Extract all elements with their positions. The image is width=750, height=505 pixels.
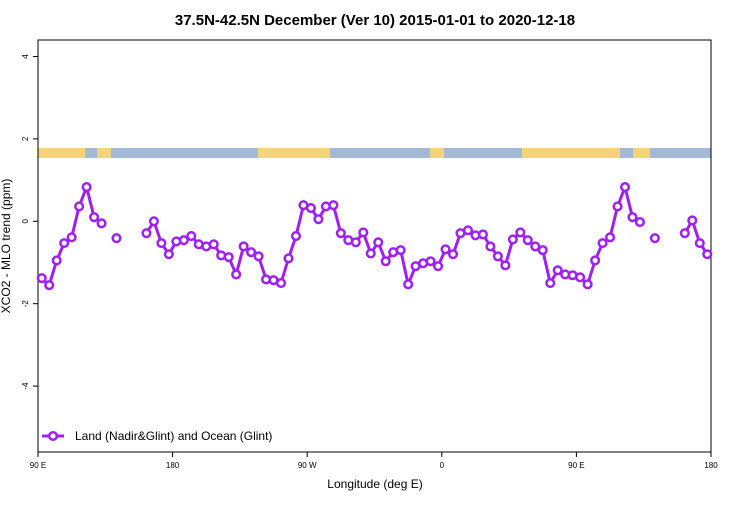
data-point: [507, 234, 518, 245]
x-tick-label: 90 E: [30, 461, 46, 470]
data-point: [590, 255, 601, 266]
data-point: [365, 248, 376, 259]
data-point: [515, 227, 526, 238]
x-tick-label: 180: [166, 461, 180, 470]
data-point: [59, 238, 70, 249]
data-point: [582, 279, 593, 290]
data-point: [89, 212, 100, 223]
data-point: [66, 232, 77, 243]
data-point: [545, 278, 556, 289]
data-point: [477, 229, 488, 240]
data-point: [111, 233, 122, 244]
data-point: [373, 237, 384, 248]
x-tick-label: 180: [704, 461, 718, 470]
data-point: [627, 212, 638, 223]
y-tick-label: 2: [21, 136, 30, 141]
data-point: [440, 244, 451, 255]
data-point: [283, 253, 294, 264]
legend-marker: [47, 430, 59, 442]
y-tick-label: -4: [21, 382, 30, 390]
land-ocean-strip: [38, 148, 711, 158]
data-point: [537, 245, 548, 256]
data-point: [74, 201, 85, 212]
data-point: [462, 225, 474, 236]
data-point: [433, 261, 444, 272]
data-point: [447, 249, 459, 260]
data-point: [679, 228, 690, 239]
chart-title: 37.5N-42.5N December (Ver 10) 2015-01-01…: [175, 12, 575, 29]
x-tick-label: 0: [440, 461, 445, 470]
data-point: [358, 227, 369, 238]
data-point: [702, 249, 713, 260]
data-point: [612, 201, 623, 212]
data-point: [492, 251, 503, 262]
y-tick-label: 0: [21, 219, 30, 224]
data-point: [275, 278, 287, 289]
data-point: [597, 238, 608, 249]
data-point: [313, 214, 324, 225]
data-point: [649, 233, 660, 244]
data-point: [380, 256, 391, 267]
data-point: [246, 247, 257, 258]
data-point: [552, 265, 563, 276]
x-tick-label: 90 W: [298, 461, 317, 470]
data-point: [156, 238, 167, 249]
data-point: [163, 249, 174, 260]
data-point: [522, 235, 533, 246]
x-tick-label: 90 E: [568, 461, 584, 470]
data-point: [238, 241, 249, 252]
data-point: [208, 239, 219, 250]
data-point: [178, 235, 189, 246]
data-point: [425, 256, 436, 267]
data-point: [305, 203, 316, 214]
data-point: [81, 182, 92, 193]
data-point: [500, 260, 511, 271]
data-point: [687, 215, 698, 226]
data-point: [694, 238, 705, 249]
data-point: [530, 241, 541, 252]
data-point: [634, 217, 646, 228]
data-point: [290, 231, 302, 242]
data-point: [575, 272, 586, 283]
data-point: [51, 255, 62, 266]
data-point: [96, 218, 107, 229]
data-point: [395, 245, 406, 256]
y-axis-label: XCO2 - MLO trend (ppm): [0, 179, 13, 314]
x-axis-label: Longitude (deg E): [327, 477, 422, 491]
data-point: [148, 216, 159, 227]
data-point: [141, 228, 152, 239]
data-point: [253, 251, 264, 262]
y-tick-label: -2: [21, 300, 30, 308]
data-point: [36, 273, 47, 284]
data-point: [350, 237, 361, 248]
data-point: [44, 280, 55, 291]
y-tick-label: 4: [21, 54, 30, 59]
data-point: [403, 279, 414, 290]
plot-frame: [37, 39, 712, 453]
data-point: [619, 182, 631, 193]
data-point: [335, 228, 346, 239]
legend-label: Land (Nadir&Glint) and Ocean (Glint): [75, 429, 272, 443]
data-point: [186, 231, 197, 242]
data-point: [223, 252, 234, 263]
data-point: [605, 232, 616, 243]
data-point: [485, 241, 496, 252]
data-point: [231, 269, 242, 280]
data-point: [328, 200, 339, 211]
